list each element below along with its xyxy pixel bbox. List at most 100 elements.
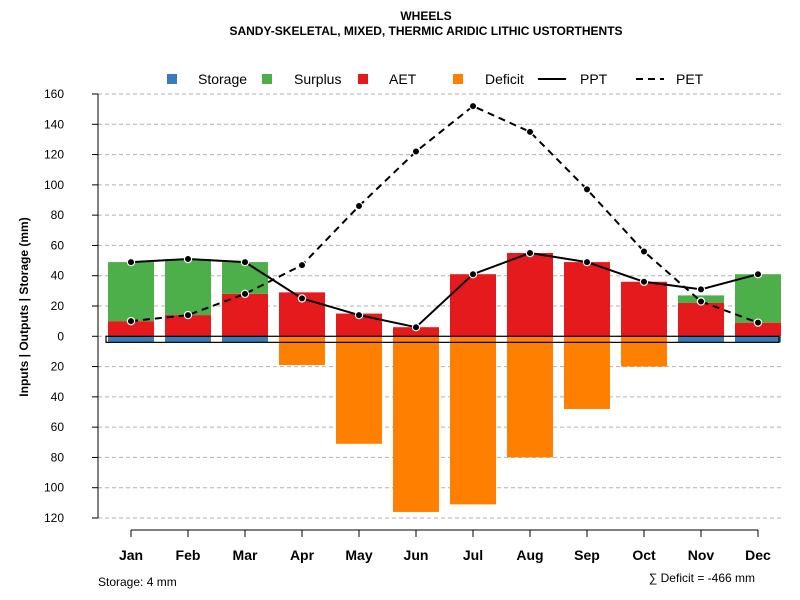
line-layer: [126, 101, 763, 332]
bar-surplus-mar: [222, 262, 268, 294]
chart-subtitle: SANDY-SKELETAL, MIXED, THERMIC ARIDIC LI…: [229, 24, 622, 38]
point-ppt-nov: [696, 285, 706, 294]
bar-deficit-jul: [450, 336, 496, 505]
y-tick-label: 120: [44, 511, 64, 525]
y-axis: 160 140 120 100 80 60 40 20 0 20 40 60 80 100 120: [44, 87, 99, 525]
bar-surplus-jan: [108, 262, 154, 322]
legend-label-pet: PET: [676, 71, 704, 87]
bar-aet-jan: [108, 321, 154, 337]
bar-aet-jun: [393, 327, 439, 337]
x-tick-label-nov: Nov: [688, 547, 715, 563]
bar-storage-feb: [165, 336, 211, 343]
y-tick-label: 20: [51, 360, 65, 374]
point-pet-jun: [411, 147, 421, 156]
chart-legend: Storage Surplus AET Deficit PPT PET: [167, 71, 704, 87]
point-pet-mar: [240, 289, 250, 299]
legend-key-surplus: [262, 74, 272, 84]
legend-key-deficit: [453, 74, 463, 84]
legend-label-ppt: PPT: [580, 71, 608, 87]
bar-deficit-may: [336, 336, 382, 444]
point-ppt-may: [354, 310, 364, 320]
y-tick-label: 100: [44, 178, 64, 192]
x-tick-label-sep: Sep: [574, 547, 600, 563]
bar-aet-may: [336, 313, 382, 337]
point-pet-aug: [525, 127, 535, 137]
chart-title: WHEELS: [400, 9, 451, 23]
bar-surplus-feb: [165, 259, 211, 316]
point-pet-jul: [468, 101, 478, 111]
bar-aet-jul: [450, 274, 496, 337]
bar-aet-aug: [507, 253, 553, 337]
line-ppt: [130, 251, 759, 329]
x-tick-label-jan: Jan: [119, 547, 143, 563]
y-tick-label: 160: [44, 87, 64, 101]
deficit-note: ∑ Deficit = -466 mm: [649, 571, 755, 585]
y-tick-label: 140: [44, 117, 64, 131]
bar-aet-sep: [564, 262, 610, 337]
legend-label-storage: Storage: [198, 71, 247, 87]
bar-aet-nov: [678, 302, 724, 337]
point-pet-feb: [183, 310, 193, 320]
point-ppt-mar: [240, 257, 250, 267]
point-ppt-oct: [639, 277, 649, 286]
point-ppt-sep: [582, 257, 592, 267]
y-axis-label: Inputs | Outputs | Storage (mm): [17, 217, 31, 396]
y-tick-label: 0: [57, 329, 64, 343]
legend-label-deficit: Deficit: [485, 71, 524, 87]
bar-aet-feb: [165, 315, 211, 337]
legend-label-aet: AET: [389, 71, 417, 87]
point-ppt-jul: [468, 270, 478, 279]
x-tick-label-oct: Oct: [632, 547, 656, 563]
y-tick-label: 80: [51, 208, 65, 222]
bar-aet-dec: [735, 322, 781, 337]
point-pet-nov: [696, 297, 706, 306]
point-ppt-jan: [126, 257, 136, 267]
point-ppt-aug: [525, 248, 535, 258]
y-tick-label: 40: [51, 269, 65, 283]
x-tick-label-feb: Feb: [176, 547, 201, 563]
legend-key-aet: [358, 74, 368, 84]
x-tick-label-aug: Aug: [516, 547, 543, 563]
y-tick-label: 100: [44, 481, 64, 495]
point-pet-dec: [753, 318, 763, 327]
bar-aet-oct: [621, 281, 667, 337]
zero-band: [105, 335, 780, 343]
x-tick-label-may: May: [345, 547, 372, 563]
bar-surplus-dec: [735, 274, 781, 323]
y-tick-label: 20: [51, 299, 65, 313]
point-ppt-dec: [753, 270, 763, 279]
point-ppt-apr: [297, 294, 307, 303]
y-tick-label: 60: [51, 238, 65, 252]
point-pet-apr: [297, 260, 307, 270]
bar-deficit-sep: [564, 336, 610, 409]
x-tick-label-jul: Jul: [463, 547, 483, 563]
point-ppt-feb: [183, 254, 193, 264]
bar-deficit-jun: [393, 336, 439, 512]
point-pet-jan: [126, 316, 136, 326]
bar-deficit-oct: [621, 336, 667, 367]
y-tick-label: 40: [51, 390, 65, 404]
bar-deficit-apr: [279, 336, 325, 366]
x-tick-label-jun: Jun: [404, 547, 429, 563]
x-tick-label-apr: Apr: [290, 547, 315, 563]
storage-note: Storage: 4 mm: [98, 575, 177, 589]
x-tick-label-dec: Dec: [745, 547, 771, 563]
bar-storage-dec: [735, 336, 781, 343]
bar-storage-nov: [678, 336, 724, 343]
bar-storage-mar: [222, 336, 268, 343]
y-tick-label: 120: [44, 148, 64, 162]
x-axis: Jan Feb Mar Apr May Jun Jul Aug Sep Oct Nov Dec: [119, 529, 771, 563]
bar-storage-jan: [108, 336, 154, 343]
bar-layer: [108, 253, 781, 512]
bar-aet-mar: [222, 293, 268, 337]
x-tick-label-mar: Mar: [233, 547, 258, 563]
point-pet-oct: [639, 247, 649, 256]
gridlines: [98, 93, 781, 519]
point-pet-may: [354, 201, 364, 211]
legend-key-storage: [167, 74, 177, 84]
point-ppt-jun: [411, 323, 421, 332]
y-tick-label: 60: [51, 420, 65, 434]
point-pet-sep: [582, 185, 592, 194]
zero-band-outline: [105, 335, 780, 343]
